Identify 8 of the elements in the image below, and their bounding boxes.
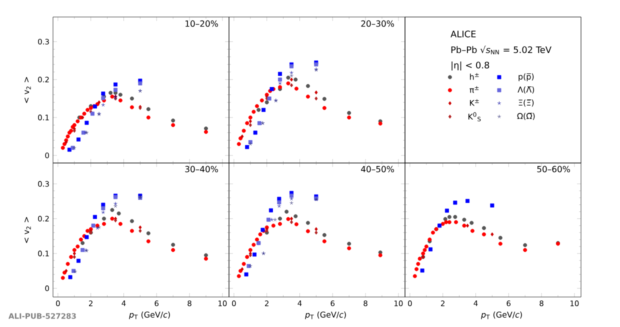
text: Pb–Pb √s$_{NN}$ = 5.02 TeV [451,46,552,54]
text: |η| < 0.8 [452,62,490,70]
chart-title: 50–60% [537,166,570,172]
chart-title: 30–40% [185,166,218,172]
chart-title: 10–20% [186,20,218,27]
chart-title: 40–50% [361,166,394,172]
chart-title: 20–30% [361,20,394,27]
text: ALICE [450,30,476,38]
